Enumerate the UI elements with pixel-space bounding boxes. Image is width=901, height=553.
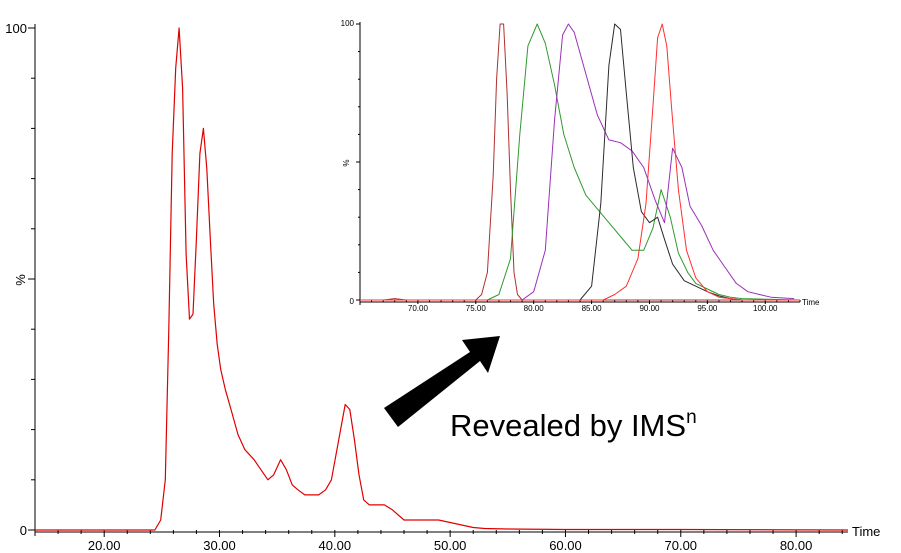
series-line-5 (360, 23, 800, 301)
x-tick-label: 85.00 (582, 304, 603, 313)
x-tick-label: 75.00 (466, 304, 487, 313)
x-tick-label: 100.00 (753, 304, 778, 313)
x-tick-label: 70.00 (408, 304, 429, 313)
series-line-2 (360, 23, 801, 301)
x-tick-label: 70.00 (665, 538, 698, 553)
x-tick-label: 40.00 (319, 538, 352, 553)
main-y-tick-label: 100 (5, 21, 27, 36)
inset-y-tick-label: 100 (341, 19, 355, 28)
x-tick-label: 30.00 (203, 538, 236, 553)
series-line-1 (35, 27, 849, 531)
x-tick-label: 80.00 (524, 304, 545, 313)
main-y-tick-label: 0 (20, 523, 27, 538)
x-tick-label: 50.00 (434, 538, 467, 553)
x-tick-label: 80.00 (780, 538, 813, 553)
main-y-axis-label: % (13, 274, 28, 286)
x-tick-label: 95.00 (697, 304, 718, 313)
x-tick-label: 90.00 (639, 304, 660, 313)
annotation-text: Revealed by IMSn (450, 407, 697, 443)
inset-background (340, 18, 800, 315)
main-x-axis-label: Time (852, 524, 880, 539)
inset-x-axis-label: Time (802, 298, 820, 307)
main-chromatogram: 20.00 30.00 40.00 50.00 60.00 70.00 80.00 100 … (5, 21, 880, 553)
series-line-4 (360, 23, 800, 301)
inset-y-axis-label: % (342, 159, 351, 166)
x-tick-label: 60.00 (549, 538, 582, 553)
series-line-3 (360, 23, 795, 301)
ims-inset-chromatogram: 70.00 75.00 80.00 85.00 90.00 95.00 100.00 100… (340, 18, 820, 315)
arrow-icon (384, 336, 500, 427)
x-tick-label: 20.00 (88, 538, 121, 553)
inset-y-tick-label: 0 (350, 297, 355, 306)
